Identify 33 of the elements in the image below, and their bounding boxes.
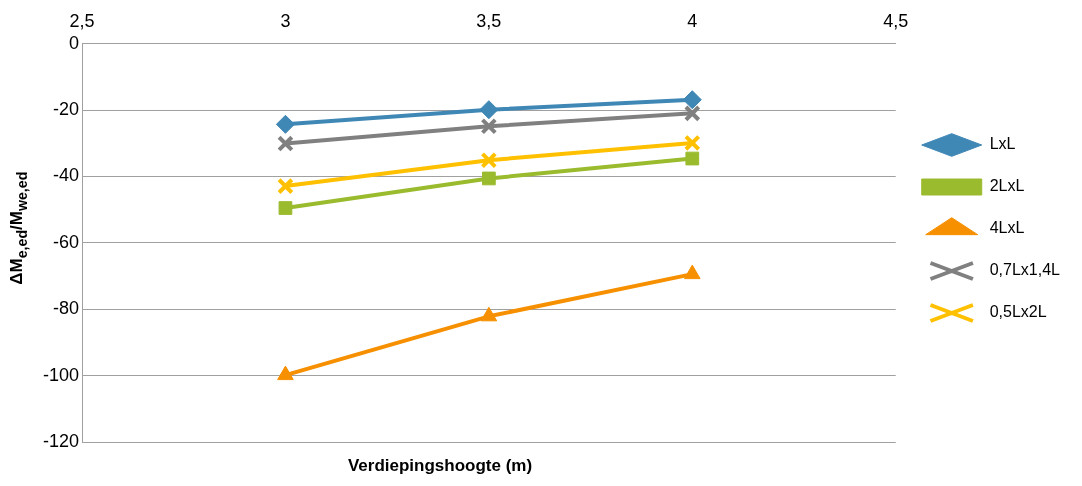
point	[683, 134, 701, 152]
y-tick-label: 0	[69, 32, 80, 53]
legend-label: LxL	[989, 135, 1016, 153]
point	[482, 171, 496, 186]
point	[683, 104, 701, 122]
x-tick-label: 3	[280, 10, 291, 31]
y-tick-label: -60	[53, 231, 80, 252]
point	[684, 264, 701, 280]
point	[685, 151, 700, 166]
point	[277, 177, 294, 195]
point	[480, 151, 498, 169]
legend-label: 0,5Lx2L	[989, 303, 1047, 321]
legend-label: 2LxL	[989, 177, 1025, 195]
y-tick-label: -20	[53, 99, 80, 119]
point	[277, 135, 294, 152]
x-tick-label: 2,5	[69, 10, 95, 31]
point	[275, 114, 295, 134]
y-tick-label: -80	[53, 298, 80, 319]
point	[480, 306, 498, 322]
legend-label: 0,7Lx1,4L	[989, 261, 1061, 279]
point	[278, 201, 293, 215]
point	[682, 90, 702, 110]
x-tick-label: 4	[687, 10, 698, 31]
x-axis-title: Verdiepingshoogte (m)	[346, 456, 534, 476]
point	[479, 100, 499, 120]
point	[277, 365, 294, 381]
legend-label: 4LxL	[989, 219, 1025, 237]
x-tick-label: 4,5	[883, 10, 909, 31]
x-tick-label: 3,5	[476, 10, 502, 31]
y-tick-label: -40	[53, 165, 80, 186]
point	[480, 117, 498, 135]
y-tick-label: -120	[43, 431, 80, 452]
y-tick-label: -100	[43, 364, 80, 385]
